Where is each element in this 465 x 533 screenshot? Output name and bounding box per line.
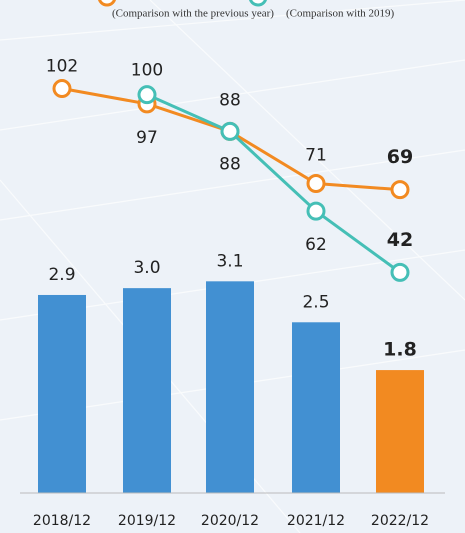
line-value-label: 102: [46, 57, 78, 77]
bar-value-label: 1.8: [383, 339, 417, 361]
bar: [292, 322, 340, 493]
line-value-label: 97: [136, 128, 158, 148]
x-tick-label: 2018/12: [33, 513, 91, 529]
bar: [38, 294, 86, 493]
bar: [123, 288, 171, 493]
x-tick-label: 2019/12: [118, 513, 176, 529]
line-value-label: 100: [131, 61, 163, 81]
bar-value-label: 2.9: [48, 265, 75, 285]
bar-value-label: 3.1: [216, 251, 243, 271]
x-tick-label: 2020/12: [201, 513, 259, 529]
bar: [376, 370, 424, 493]
line-marker: [52, 79, 72, 99]
line-value-label: 88: [219, 90, 241, 110]
bar-value-label: 3.0: [133, 258, 160, 278]
line: [146, 93, 401, 274]
line-value-label: 71: [305, 146, 327, 166]
line-marker: [390, 262, 410, 282]
line-marker: [390, 180, 410, 200]
line-marker: [306, 174, 326, 194]
x-tick-label: 2021/12: [287, 513, 345, 529]
line-value-label: 42: [387, 229, 413, 251]
legend-label: (Comparison with 2019): [286, 8, 394, 20]
bar-value-label: 2.5: [302, 292, 329, 312]
legend-marker: [97, 0, 117, 7]
line-marker: [220, 121, 240, 141]
line-value-label: 62: [305, 235, 327, 255]
line-value-label: 88: [219, 154, 241, 174]
line-marker: [306, 201, 326, 221]
line-marker: [137, 85, 157, 105]
bar: [206, 281, 254, 493]
legend-label: (Comparison with the previous year): [112, 8, 274, 20]
line-value-label: 69: [387, 146, 413, 168]
x-tick-label: 2022/12: [371, 513, 429, 529]
legend-marker: [248, 0, 268, 7]
